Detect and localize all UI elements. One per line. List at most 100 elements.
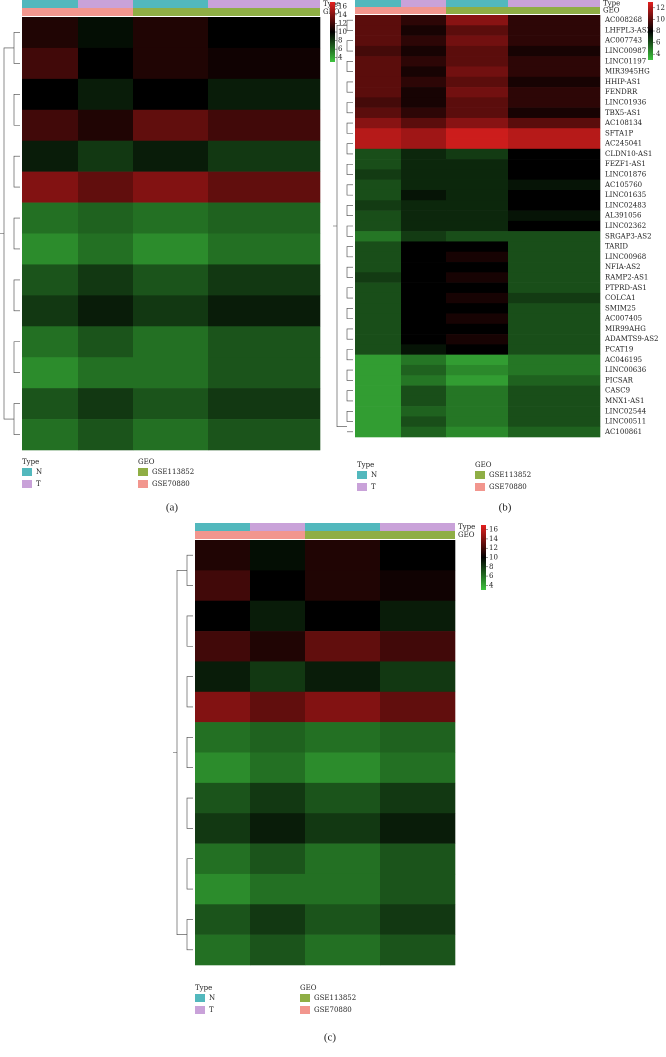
legend-swatch: [357, 483, 367, 491]
dendrogram: [13, 403, 20, 435]
heatmap-cell: [446, 179, 509, 191]
heatmap-cell: [508, 97, 601, 108]
heatmap-cell: [355, 406, 402, 417]
row-label: LINC00968: [605, 253, 646, 261]
heatmap-cell: [446, 251, 509, 263]
legend-label: N: [371, 471, 377, 479]
type-band: [508, 0, 600, 7]
dendrogram: [346, 390, 353, 402]
row-label: SMIM25: [605, 304, 636, 312]
heatmap-cell: [401, 200, 447, 211]
row-label: PTPRD-AS1: [605, 284, 647, 292]
heatmap-cell: [355, 292, 402, 304]
heatmap-cell: [355, 282, 402, 294]
row-label: AC105760: [604, 181, 642, 189]
heatmap-cell: [401, 416, 447, 428]
heatmap-cell: [446, 426, 509, 438]
heatmap-cell: [22, 357, 79, 389]
heatmap-cell: [195, 722, 251, 753]
heatmap-cell: [446, 375, 509, 386]
dendrogram: [346, 225, 353, 237]
legend-label: GSE113852: [489, 471, 531, 479]
heatmap-cell: [508, 334, 601, 345]
dendrogram: [13, 341, 20, 373]
row-label: AC100861: [604, 428, 642, 436]
heatmap-cell: [380, 934, 456, 966]
heatmap-cell: [195, 904, 251, 935]
heatmap-cell: [78, 388, 134, 420]
heatmap-cell: [22, 17, 79, 49]
row-label: AC007743: [604, 37, 642, 45]
heatmap-cell: [250, 540, 306, 571]
heatmap-cell: [355, 344, 402, 355]
geo-band: [305, 531, 380, 539]
heatmap-cell: [446, 15, 509, 26]
heatmap-cell: [508, 262, 601, 273]
heatmap-cell: [305, 691, 381, 723]
heatmap-cell: [78, 47, 134, 80]
heatmap-cell: [446, 282, 509, 294]
heatmap-cell: [78, 233, 134, 265]
heatmap-cell: [22, 388, 79, 420]
heatmap-cell: [78, 78, 134, 111]
row-label: ADAMTS9-AS2: [604, 335, 658, 343]
heatmap-cell: [401, 272, 447, 283]
heatmap-cell: [446, 159, 509, 170]
heatmap-cell: [508, 138, 601, 150]
heatmap-cell: [355, 323, 402, 335]
heatmap-cell: [355, 262, 402, 273]
heatmap-cell: [133, 326, 209, 358]
heatmap-cell: [78, 264, 134, 296]
legend-swatch: [138, 480, 148, 488]
heatmap-cell: [195, 752, 251, 784]
row-label: MIR3945HG: [605, 68, 650, 76]
heatmap-cell: [380, 904, 456, 935]
dendrogram: [186, 737, 193, 768]
dendrogram: [173, 570, 187, 935]
geo-band: [133, 8, 208, 16]
heatmap-cell: [508, 87, 601, 98]
colorbar-tick-label: 4: [489, 581, 494, 589]
geo-band: [250, 531, 305, 539]
heatmap-cell: [78, 295, 134, 327]
heatmap-cell: [401, 375, 447, 386]
heatmap-cell: [508, 313, 601, 325]
heatmap-cell: [78, 171, 134, 203]
heatmap-cell: [380, 752, 456, 784]
heatmap-cell: [208, 357, 321, 389]
heatmap-cell: [195, 691, 251, 723]
row-label: TARID: [605, 243, 628, 251]
heatmap-cell: [446, 189, 509, 201]
heatmap-cell: [508, 159, 601, 170]
legend-label: T: [371, 483, 376, 491]
heatmap-cell: [508, 364, 601, 376]
heatmap-cell: [380, 600, 456, 632]
legend-swatch: [138, 468, 148, 476]
heatmap-cell: [380, 540, 456, 571]
heatmap-cell: [401, 282, 447, 294]
heatmap-cell: [133, 47, 209, 80]
colorbar: [330, 2, 335, 62]
heatmap-cell: [508, 395, 601, 407]
colorbar-tick-label: 10: [489, 554, 498, 562]
heatmap-cell: [208, 202, 321, 234]
legend-swatch: [300, 994, 310, 1002]
heatmap-cell: [401, 87, 447, 98]
type-band: [380, 523, 455, 531]
panel-label: (b): [499, 502, 512, 514]
heatmap-cell: [305, 540, 381, 571]
annotation-label: GEO: [603, 7, 620, 15]
dendrogram: [346, 81, 353, 93]
dendrogram: [186, 919, 193, 951]
heatmap-cell: [508, 45, 601, 57]
heatmap-cell: [250, 661, 306, 693]
heatmap-cell: [208, 109, 321, 142]
type-band: [22, 0, 78, 8]
heatmap-cell: [508, 179, 601, 191]
row-label: AC007405: [604, 315, 642, 323]
heatmap-cell: [446, 364, 509, 376]
heatmap-cell: [401, 179, 447, 191]
heatmap-cell: [446, 117, 509, 129]
heatmap-cell: [250, 691, 306, 723]
legend-swatch: [475, 483, 485, 491]
